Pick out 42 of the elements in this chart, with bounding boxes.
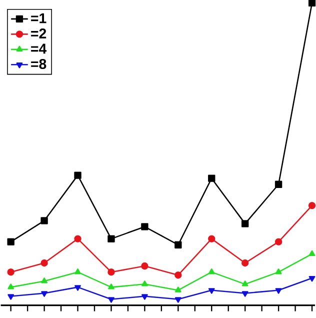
point (142, 280, 148, 286)
point (40, 259, 48, 267)
point (7, 268, 15, 276)
point (41, 291, 48, 297)
point (208, 235, 216, 242)
point (141, 262, 148, 270)
point (242, 280, 248, 286)
point (141, 223, 148, 230)
point (308, 250, 316, 256)
point (208, 268, 215, 274)
point (208, 288, 215, 294)
point (275, 288, 282, 294)
point (74, 235, 82, 242)
point (174, 241, 182, 248)
point (275, 268, 282, 274)
point (242, 259, 249, 267)
point (108, 297, 115, 303)
point (242, 291, 248, 297)
point (8, 284, 14, 290)
point (74, 285, 82, 291)
legend-label: =2 (31, 28, 46, 38)
point (208, 174, 216, 182)
point (108, 268, 115, 276)
point (8, 294, 14, 300)
legend-label: =1 (31, 13, 46, 24)
point (40, 217, 48, 224)
legend-label: =4 (31, 44, 47, 54)
point (41, 278, 48, 284)
point (175, 286, 182, 292)
point (108, 235, 115, 242)
legend-label: =8 (31, 58, 46, 70)
point (275, 238, 282, 246)
point (242, 220, 249, 228)
point (175, 297, 182, 303)
point (275, 180, 282, 188)
point (74, 172, 82, 179)
point (108, 284, 115, 290)
point (74, 268, 82, 274)
point (142, 294, 148, 300)
point (308, 276, 316, 282)
point (174, 272, 182, 279)
point (7, 238, 15, 246)
